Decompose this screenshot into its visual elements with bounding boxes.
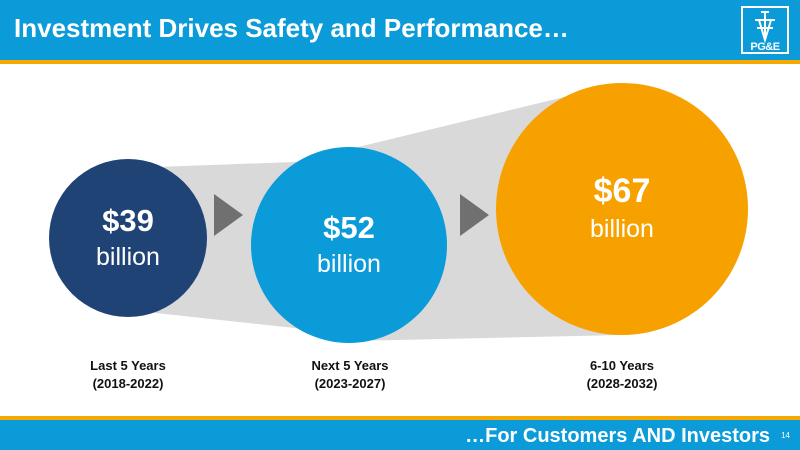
period-name: Next 5 Years	[311, 358, 389, 373]
logo-text: PG&E	[750, 41, 780, 53]
play-arrow-icon	[214, 194, 243, 236]
slide-title: Investment Drives Safety and Performance…	[14, 13, 569, 43]
investment-unit: billion	[590, 215, 654, 244]
investment-diagram: $39 billion $52 billion $67 billion Last…	[0, 64, 800, 420]
investment-unit: billion	[317, 249, 381, 278]
pge-logo: PG&E	[741, 6, 789, 54]
footer-tagline: …For Customers AND Investors	[465, 425, 770, 447]
footer-accent-line	[0, 416, 800, 420]
investment-circle-next: $52 billion	[251, 147, 447, 343]
page-number: 14	[781, 431, 790, 440]
period-range: (2028-2032)	[586, 375, 658, 391]
period-range: (2018-2022)	[92, 375, 164, 391]
period-label-future: 6-10 Years (2028-2032)	[542, 357, 702, 392]
investment-circle-future: $67 billion	[496, 83, 748, 335]
investment-circle-past: $39 billion	[49, 159, 207, 317]
investment-amount: $52	[323, 209, 375, 245]
footer-bar: …For Customers AND Investors 14	[0, 420, 800, 450]
period-range: (2023-2027)	[314, 375, 386, 391]
header-bar: Investment Drives Safety and Performance…	[0, 0, 800, 60]
period-label-past: Last 5 Years (2018-2022)	[48, 357, 208, 392]
period-name: Last 5 Years	[90, 358, 166, 373]
period-name: 6-10 Years	[589, 358, 655, 373]
play-arrow-icon	[460, 194, 489, 236]
period-label-next: Next 5 Years (2023-2027)	[270, 357, 430, 392]
header-accent-line	[0, 60, 800, 64]
investment-unit: billion	[96, 242, 160, 271]
investment-amount: $39	[102, 202, 154, 238]
investment-amount: $67	[593, 172, 651, 211]
logo-mark-icon	[741, 6, 789, 54]
